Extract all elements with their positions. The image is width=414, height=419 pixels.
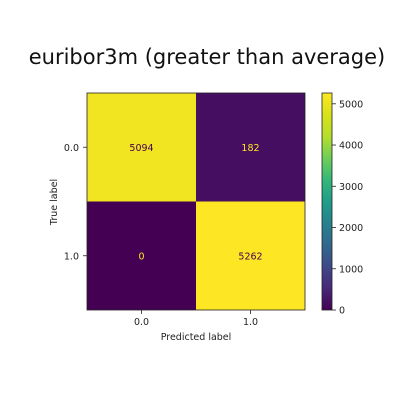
x-tick-label-1: 1.0 <box>243 317 258 328</box>
colorbar-tick-label-3: 3000 <box>339 182 363 193</box>
y-axis-ticks: 0.0 1.0 <box>64 143 87 262</box>
x-tick-label-0: 0.0 <box>134 317 149 328</box>
heatmap-cell-label-r0-c1: 182 <box>241 143 259 154</box>
heatmap-cell-label-r1-c0: 0 <box>138 251 144 262</box>
heatmap-cell-r1-c1 <box>196 201 305 310</box>
heatmap-cell-r1-c0 <box>87 201 196 310</box>
x-axis-label: Predicted label <box>161 332 232 343</box>
heatmap-cell-labels: 5094 182 0 5262 <box>129 143 262 263</box>
colorbar-tick-label-0: 0 <box>339 306 345 317</box>
heatmap-cells <box>87 93 305 310</box>
heatmap-cell-r0-c0 <box>87 93 196 202</box>
y-axis-label: True label <box>49 179 60 226</box>
colorbar-tick-label-4: 4000 <box>339 141 363 152</box>
colorbar-tick-label-5: 5000 <box>339 99 363 110</box>
heatmap-cell-label-r0-c0: 5094 <box>129 143 153 154</box>
y-tick-label-1: 1.0 <box>64 251 79 262</box>
colorbar-tick-label-1: 1000 <box>339 264 363 275</box>
heatmap-cell-r0-c1 <box>196 93 305 202</box>
y-tick-label-0: 0.0 <box>64 143 79 154</box>
colorbar <box>321 92 333 311</box>
colorbar-ticks: 0 1000 2000 3000 4000 5000 <box>332 99 363 317</box>
plot-frame <box>86 92 306 311</box>
heatmap-cell-label-r1-c1: 5262 <box>238 251 262 262</box>
colorbar-tick-label-2: 2000 <box>339 223 363 234</box>
x-axis-ticks: 0.0 1.0 <box>134 310 258 328</box>
chart-title: euribor3m (greater than average) <box>29 45 386 69</box>
